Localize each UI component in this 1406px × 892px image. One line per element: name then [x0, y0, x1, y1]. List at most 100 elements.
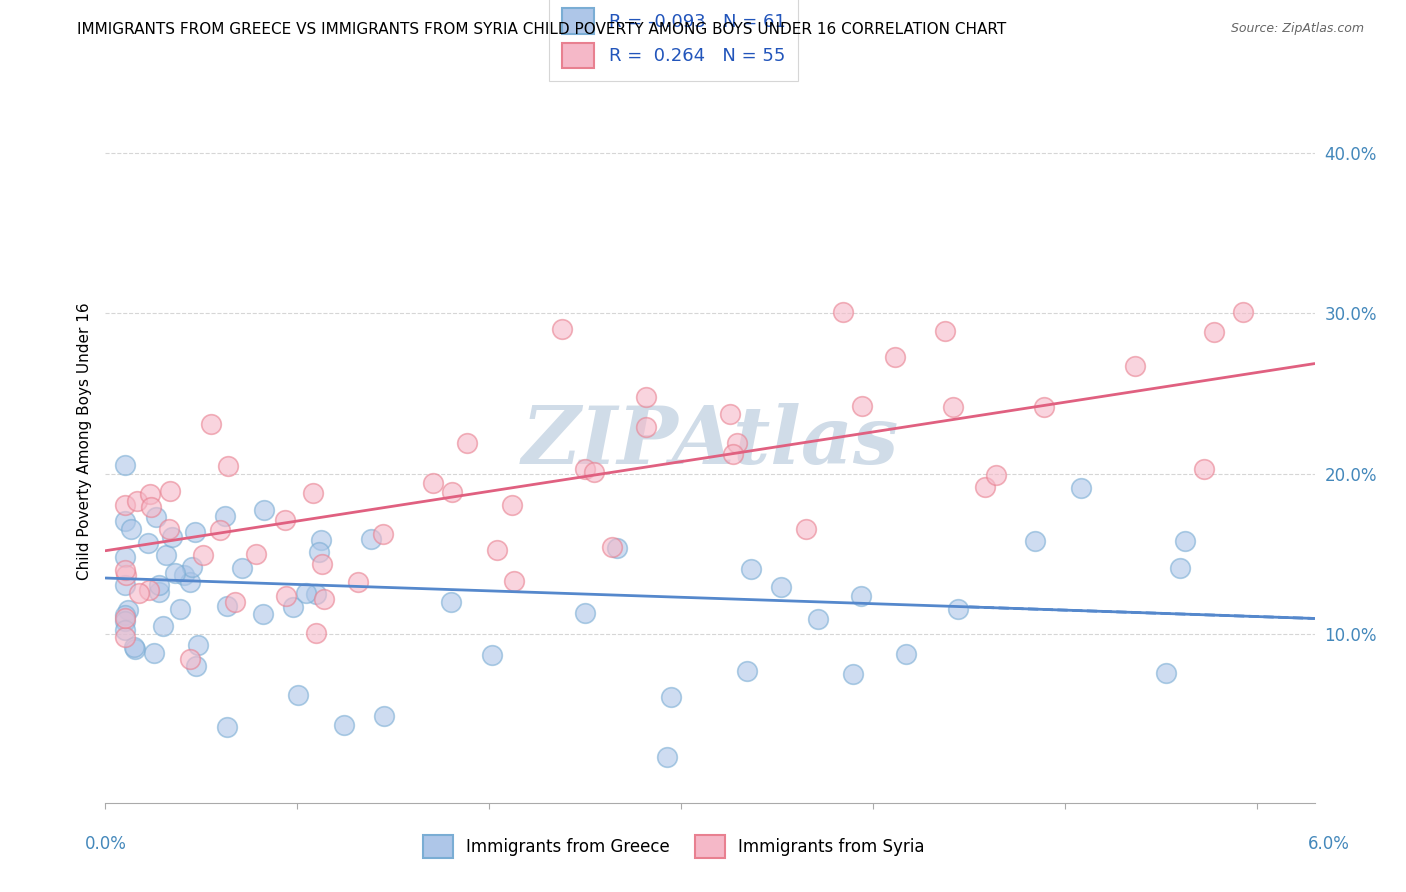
Point: [485, 543, 508, 558]
Point: [851, 399, 873, 413]
Point: [191, 548, 214, 562]
Point: [1033, 400, 1056, 414]
Point: [984, 467, 1007, 482]
Point: [124, 642, 146, 657]
Point: [139, 500, 162, 514]
Point: [657, 749, 679, 764]
Point: [155, 548, 177, 562]
Text: IMMIGRANTS FROM GREECE VS IMMIGRANTS FROM SYRIA CHILD POVERTY AMONG BOYS UNDER 1: IMMIGRANTS FROM GREECE VS IMMIGRANTS FRO…: [77, 22, 1007, 37]
Point: [287, 688, 309, 702]
Point: [138, 583, 160, 598]
Point: [184, 659, 207, 673]
Point: [735, 664, 758, 678]
Point: [253, 503, 276, 517]
Point: [503, 574, 526, 588]
Point: [606, 541, 628, 555]
Point: [583, 465, 606, 479]
Point: [1154, 665, 1177, 680]
Point: [125, 493, 148, 508]
Point: [309, 533, 332, 547]
Text: 0.0%: 0.0%: [84, 835, 127, 853]
Point: [145, 510, 167, 524]
Point: [740, 562, 762, 576]
Point: [179, 652, 201, 666]
Point: [884, 350, 907, 364]
Point: [157, 522, 180, 536]
Point: [217, 458, 239, 473]
Point: [114, 563, 136, 577]
Point: [162, 530, 184, 544]
Point: [115, 568, 138, 582]
Point: [634, 419, 657, 434]
Text: ZIPAtlas: ZIPAtlas: [522, 403, 898, 480]
Point: [1070, 481, 1092, 495]
Text: 6.0%: 6.0%: [1308, 835, 1350, 853]
Text: Source: ZipAtlas.com: Source: ZipAtlas.com: [1230, 22, 1364, 36]
Point: [974, 480, 997, 494]
Point: [136, 536, 159, 550]
Point: [807, 612, 830, 626]
Legend: Immigrants from Greece, Immigrants from Syria: Immigrants from Greece, Immigrants from …: [415, 827, 934, 867]
Point: [122, 640, 145, 655]
Point: [148, 578, 170, 592]
Y-axis label: Child Poverty Among Boys Under 16: Child Poverty Among Boys Under 16: [76, 302, 91, 581]
Point: [574, 607, 596, 621]
Point: [148, 585, 170, 599]
Point: [214, 508, 236, 523]
Point: [231, 561, 253, 575]
Point: [1024, 534, 1046, 549]
Point: [308, 545, 330, 559]
Point: [832, 305, 855, 319]
Point: [948, 602, 970, 616]
Point: [1123, 359, 1146, 373]
Point: [942, 400, 965, 414]
Point: [152, 619, 174, 633]
Point: [311, 557, 333, 571]
Point: [163, 566, 186, 581]
Point: [114, 630, 136, 644]
Point: [120, 522, 142, 536]
Point: [360, 532, 382, 546]
Point: [346, 574, 368, 589]
Point: [305, 587, 328, 601]
Point: [224, 594, 246, 608]
Point: [179, 574, 201, 589]
Point: [114, 514, 136, 528]
Point: [128, 586, 150, 600]
Point: [114, 549, 136, 564]
Point: [440, 595, 463, 609]
Point: [770, 580, 793, 594]
Point: [114, 623, 136, 637]
Point: [1192, 462, 1215, 476]
Point: [481, 648, 503, 662]
Point: [274, 589, 297, 603]
Point: [181, 559, 204, 574]
Point: [1174, 533, 1197, 548]
Point: [574, 462, 596, 476]
Point: [371, 527, 394, 541]
Point: [114, 611, 136, 625]
Point: [551, 321, 574, 335]
Point: [169, 602, 191, 616]
Point: [1202, 326, 1225, 340]
Point: [441, 484, 464, 499]
Point: [114, 578, 136, 592]
Point: [305, 626, 328, 640]
Point: [934, 324, 956, 338]
Point: [373, 709, 395, 723]
Point: [849, 589, 872, 603]
Point: [215, 720, 238, 734]
Point: [720, 407, 742, 421]
Point: [794, 522, 817, 536]
Point: [187, 638, 209, 652]
Point: [159, 483, 181, 498]
Point: [634, 390, 657, 404]
Point: [1232, 305, 1254, 319]
Point: [295, 586, 318, 600]
Point: [312, 592, 335, 607]
Point: [173, 567, 195, 582]
Point: [143, 646, 166, 660]
Point: [245, 547, 267, 561]
Point: [209, 523, 232, 537]
Point: [725, 436, 748, 450]
